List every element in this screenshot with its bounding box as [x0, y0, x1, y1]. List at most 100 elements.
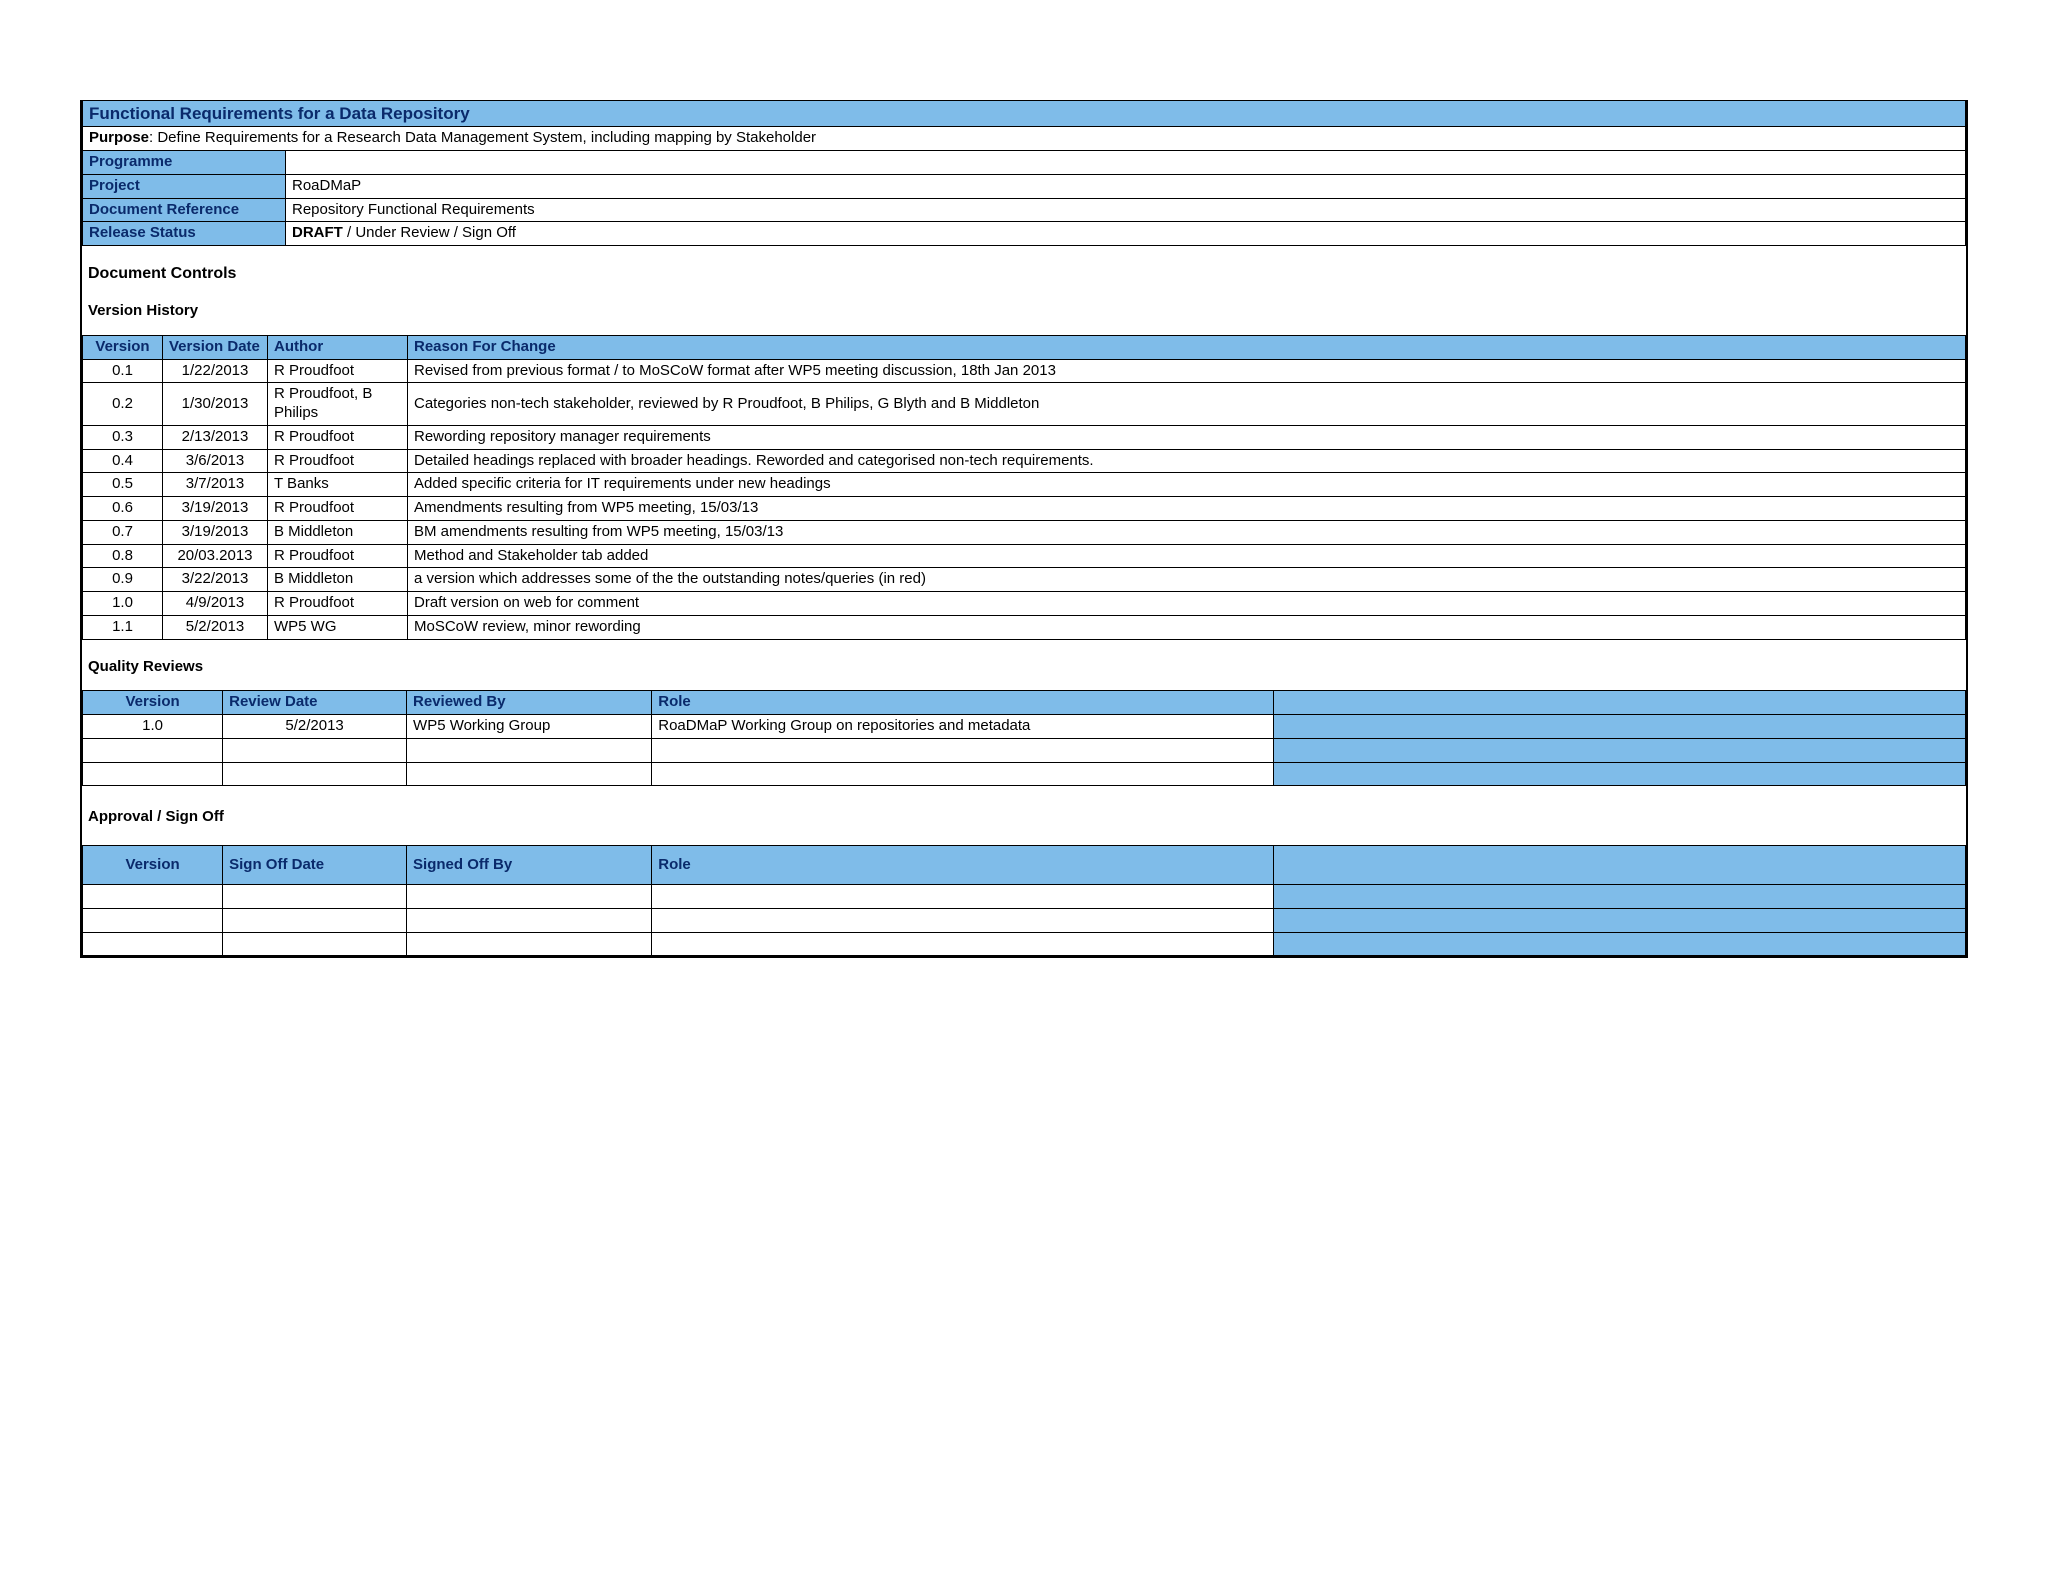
- meta-value: DRAFT / Under Review / Sign Off: [286, 222, 1966, 246]
- cell-version: 0.4: [83, 449, 163, 473]
- cell-author: T Banks: [268, 473, 408, 497]
- cell-version: 0.1: [83, 359, 163, 383]
- column-header: Review Date: [223, 691, 407, 715]
- cell-author: R Proudfoot: [268, 425, 408, 449]
- cell-author: R Proudfoot: [268, 359, 408, 383]
- column-header: Author: [268, 335, 408, 359]
- cell-reason: Draft version on web for comment: [408, 592, 1966, 616]
- cell-version: 0.3: [83, 425, 163, 449]
- document-title: Functional Requirements for a Data Repos…: [83, 101, 1966, 127]
- table-row: 0.21/30/2013R Proudfoot, B PhilipsCatego…: [83, 383, 1966, 426]
- cell-version: [83, 932, 223, 956]
- cell-version: 1.0: [83, 715, 223, 739]
- cell-author: B Middleton: [268, 568, 408, 592]
- cell-author: R Proudfoot: [268, 449, 408, 473]
- document-controls-title: Document Controls: [82, 246, 1966, 292]
- approval-table: VersionSign Off DateSigned Off ByRole: [82, 845, 1966, 956]
- cell-role: [652, 932, 1274, 956]
- cell-by: [407, 932, 652, 956]
- column-header: [1274, 846, 1966, 885]
- cell-date: [223, 762, 407, 786]
- table-row: 0.93/22/2013B Middletona version which a…: [83, 568, 1966, 592]
- cell-reason: Rewording repository manager requirement…: [408, 425, 1966, 449]
- meta-label: Document Reference: [83, 198, 286, 222]
- cell-version: [83, 762, 223, 786]
- meta-value: [286, 151, 1966, 175]
- cell-author: R Proudfoot: [268, 592, 408, 616]
- version-history-table: VersionVersion DateAuthorReason For Chan…: [82, 335, 1966, 640]
- cell-version: 1.1: [83, 615, 163, 639]
- table-row: [83, 762, 1966, 786]
- approval-title: Approval / Sign Off: [82, 786, 1966, 845]
- purpose-label: Purpose: [89, 129, 149, 146]
- cell-role: [652, 738, 1274, 762]
- cell-date: 1/30/2013: [163, 383, 268, 426]
- cell-author: R Proudfoot, B Philips: [268, 383, 408, 426]
- column-header: Version: [83, 335, 163, 359]
- table-row: 0.43/6/2013R ProudfootDetailed headings …: [83, 449, 1966, 473]
- cell-role: [652, 885, 1274, 909]
- cell-by: [407, 738, 652, 762]
- quality-reviews-table: VersionReview DateReviewed ByRole 1.05/2…: [82, 690, 1966, 786]
- cell-extra: [1274, 762, 1966, 786]
- version-history-title: Version History: [82, 292, 1966, 335]
- cell-date: 5/2/2013: [223, 715, 407, 739]
- cell-version: 0.2: [83, 383, 163, 426]
- cell-reason: Detailed headings replaced with broader …: [408, 449, 1966, 473]
- approval-section: Approval / Sign Off: [82, 786, 1966, 845]
- cell-extra: [1274, 715, 1966, 739]
- cell-reason: Revised from previous format / to MoSCoW…: [408, 359, 1966, 383]
- column-header: Version: [83, 846, 223, 885]
- cell-version: 0.9: [83, 568, 163, 592]
- cell-reason: Method and Stakeholder tab added: [408, 544, 1966, 568]
- cell-author: B Middleton: [268, 520, 408, 544]
- cell-extra: [1274, 885, 1966, 909]
- cell-reason: BM amendments resulting from WP5 meeting…: [408, 520, 1966, 544]
- cell-date: 1/22/2013: [163, 359, 268, 383]
- controls-section: Document Controls Version History: [82, 246, 1966, 335]
- cell-extra: [1274, 932, 1966, 956]
- table-row: 1.15/2/2013WP5 WGMoSCoW review, minor re…: [83, 615, 1966, 639]
- cell-date: 3/6/2013: [163, 449, 268, 473]
- cell-date: 4/9/2013: [163, 592, 268, 616]
- cell-by: [407, 762, 652, 786]
- table-row: [83, 908, 1966, 932]
- cell-version: 1.0: [83, 592, 163, 616]
- cell-reason: Categories non-tech stakeholder, reviewe…: [408, 383, 1966, 426]
- purpose-row: Purpose: Define Requirements for a Resea…: [83, 127, 1966, 151]
- cell-role: RoaDMaP Working Group on repositories an…: [652, 715, 1274, 739]
- table-row: [83, 885, 1966, 909]
- table-row: 0.32/13/2013R ProudfootRewording reposit…: [83, 425, 1966, 449]
- cell-version: [83, 738, 223, 762]
- table-row: 0.11/22/2013R ProudfootRevised from prev…: [83, 359, 1966, 383]
- meta-label: Programme: [83, 151, 286, 175]
- column-header: Sign Off Date: [223, 846, 407, 885]
- cell-date: 3/19/2013: [163, 497, 268, 521]
- cell-reason: a version which addresses some of the th…: [408, 568, 1966, 592]
- cell-date: [223, 738, 407, 762]
- cell-date: 3/22/2013: [163, 568, 268, 592]
- meta-label: Release Status: [83, 222, 286, 246]
- table-row: 1.04/9/2013R ProudfootDraft version on w…: [83, 592, 1966, 616]
- cell-version: [83, 885, 223, 909]
- table-row: [83, 738, 1966, 762]
- purpose-text: : Define Requirements for a Research Dat…: [149, 129, 816, 146]
- cell-reason: Amendments resulting from WP5 meeting, 1…: [408, 497, 1966, 521]
- meta-label: Project: [83, 174, 286, 198]
- cell-author: R Proudfoot: [268, 497, 408, 521]
- cell-date: 3/19/2013: [163, 520, 268, 544]
- table-row: 1.05/2/2013WP5 Working GroupRoaDMaP Work…: [83, 715, 1966, 739]
- column-header: Signed Off By: [407, 846, 652, 885]
- cell-extra: [1274, 738, 1966, 762]
- cell-by: [407, 885, 652, 909]
- cell-version: 0.5: [83, 473, 163, 497]
- cell-version: [83, 908, 223, 932]
- column-header: Version: [83, 691, 223, 715]
- cell-role: [652, 762, 1274, 786]
- cell-reason: Added specific criteria for IT requireme…: [408, 473, 1966, 497]
- quality-reviews-title: Quality Reviews: [82, 640, 1966, 691]
- table-row: 0.63/19/2013R ProudfootAmendments result…: [83, 497, 1966, 521]
- table-row: 0.73/19/2013B MiddletonBM amendments res…: [83, 520, 1966, 544]
- cell-author: R Proudfoot: [268, 544, 408, 568]
- cell-date: 5/2/2013: [163, 615, 268, 639]
